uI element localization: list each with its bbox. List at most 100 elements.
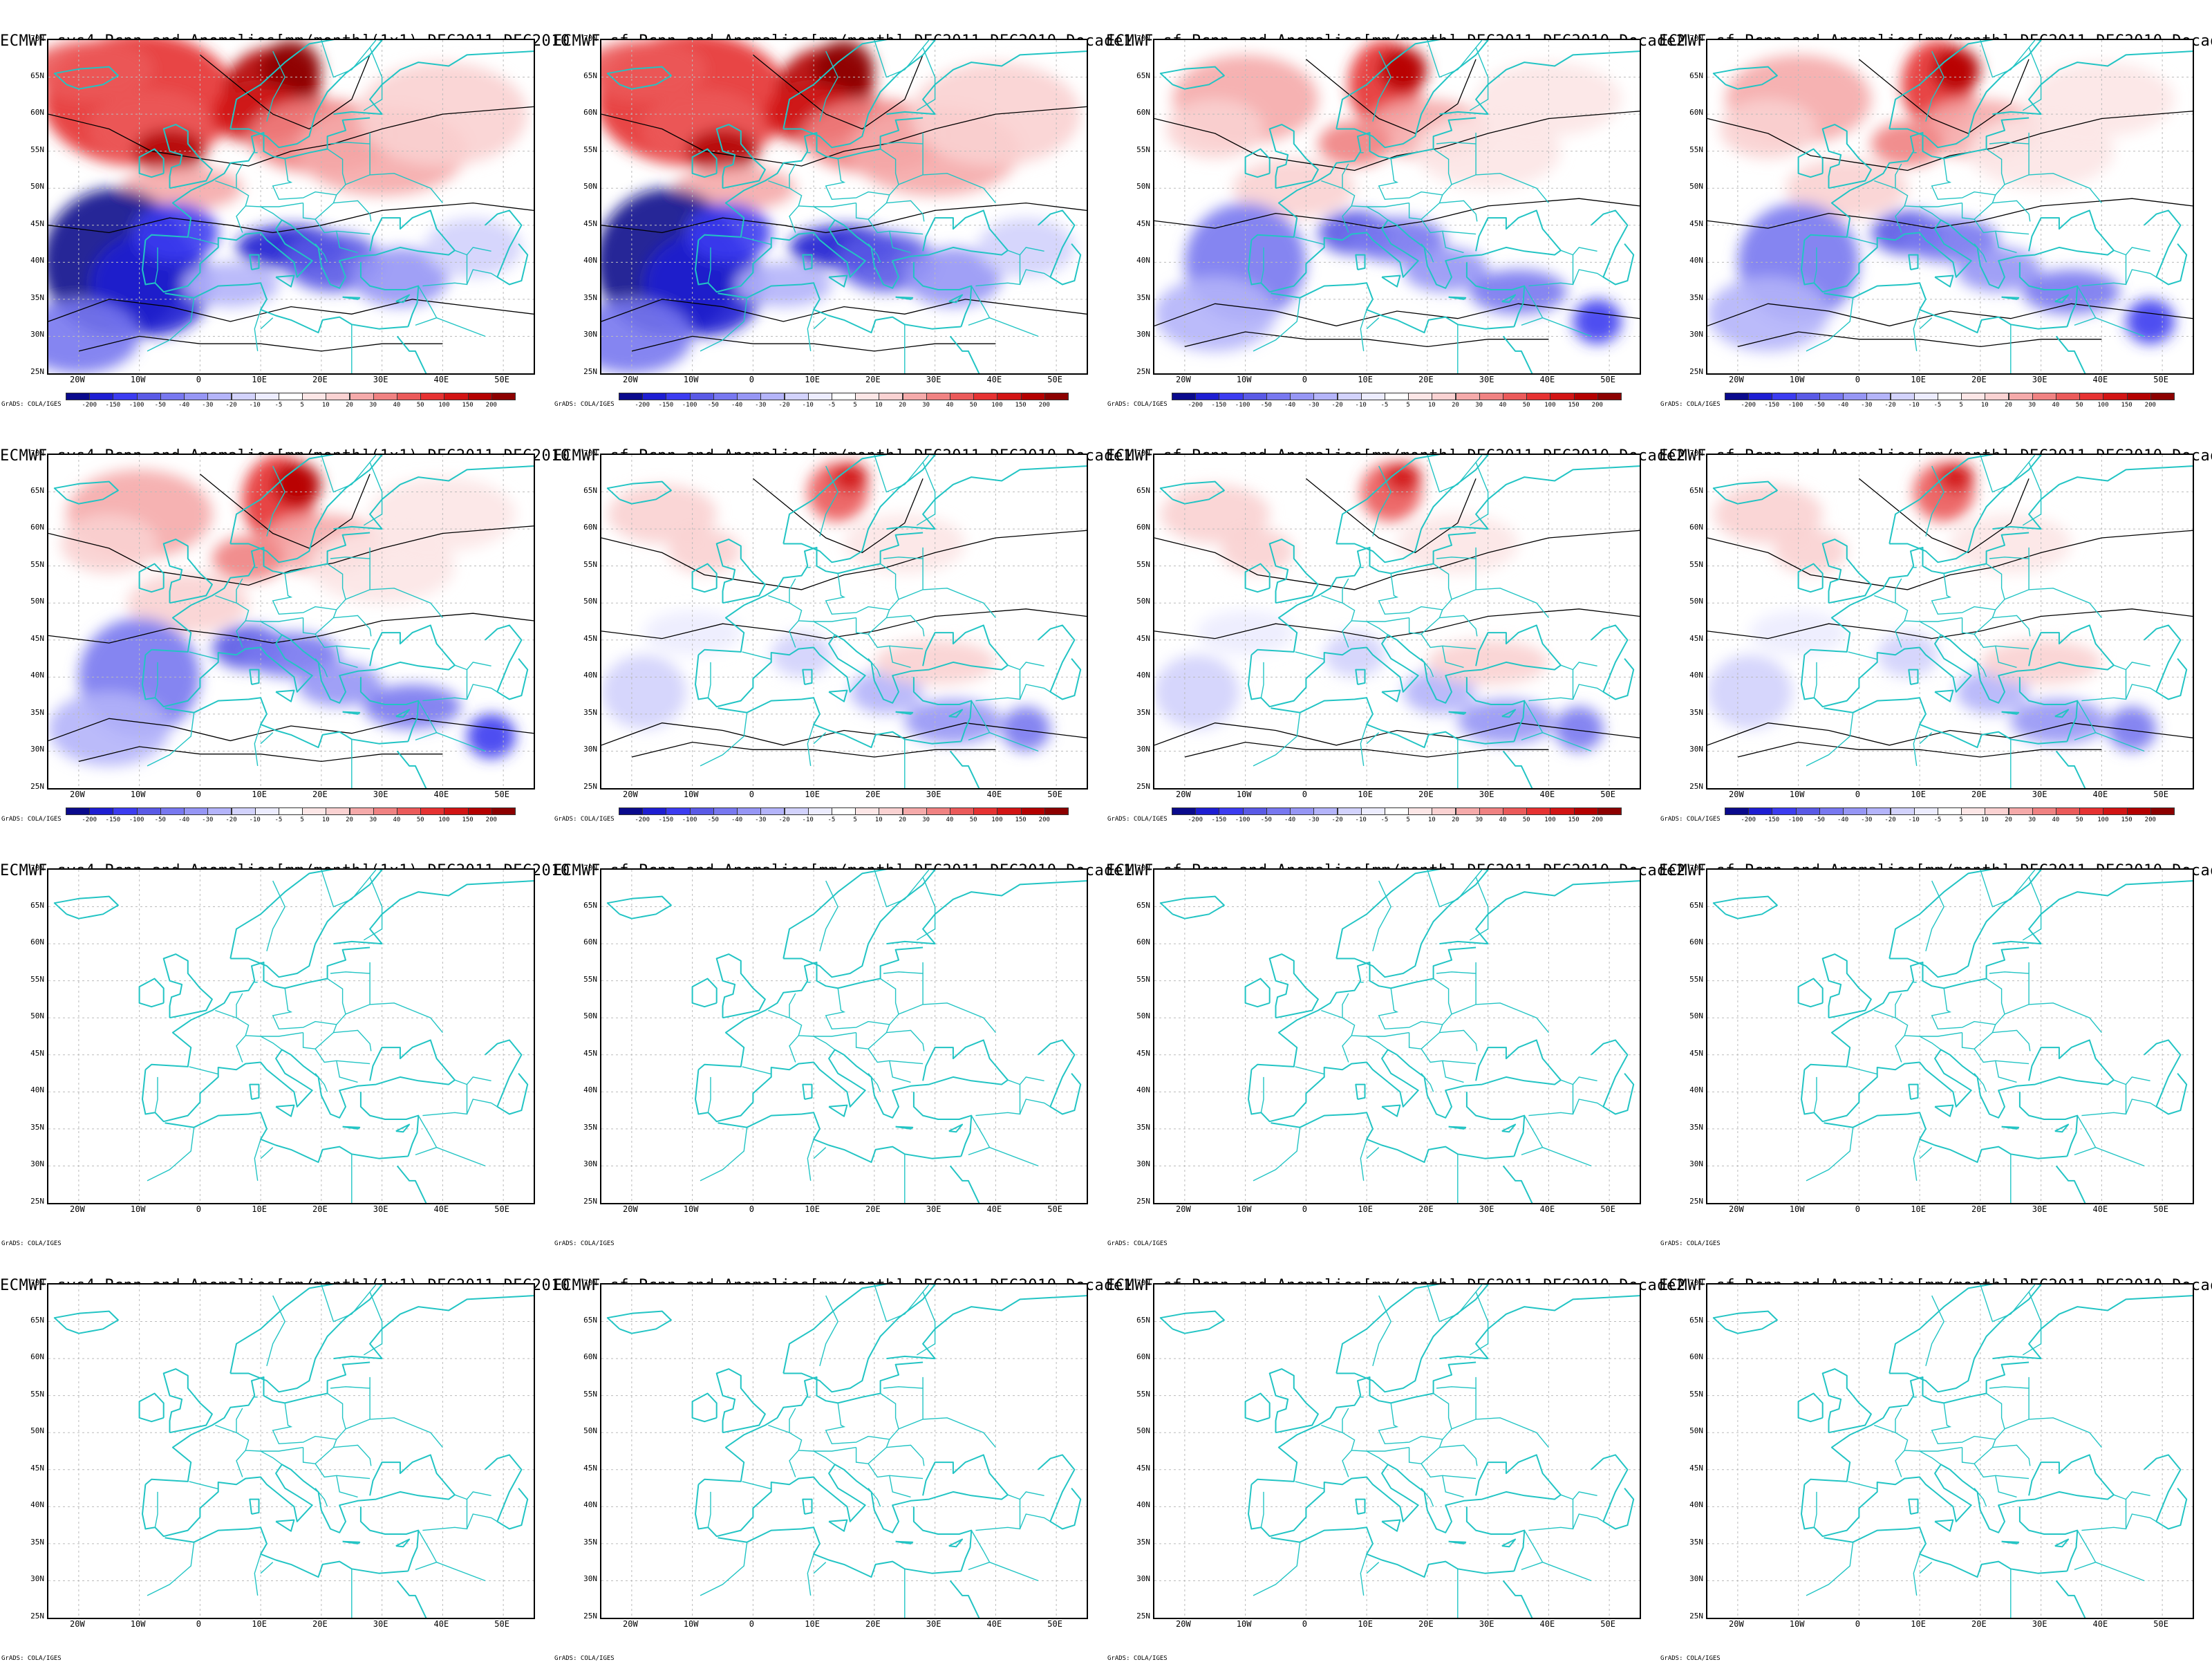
colorbar-swatch [2150, 393, 2175, 400]
colorbar-label: 20 [899, 402, 906, 409]
precip-map [1706, 454, 2194, 790]
lon-tick-label: 50E [494, 1204, 509, 1214]
colorbar-label: -40 [1284, 402, 1296, 409]
lon-tick-label: 10E [1358, 375, 1373, 384]
colorbar-swatch [926, 393, 950, 400]
colorbar-swatch [1219, 393, 1244, 400]
colorbar-swatch [642, 807, 667, 815]
lon-tick-label: 20E [312, 790, 328, 799]
lat-tick-label: 45N [1136, 1048, 1150, 1058]
lat-tick-label: 30N [30, 1159, 44, 1169]
lat-tick-label: 70N [30, 34, 44, 43]
colorbar-label: -150 [105, 402, 121, 409]
colorbar-swatch [278, 807, 303, 815]
colorbar-label: 100 [991, 816, 1003, 823]
lon-tick-label: 20W [623, 790, 638, 799]
colorbar-label: 150 [1568, 816, 1580, 823]
colorbar-swatch [926, 807, 950, 815]
lat-tick-label: 40N [583, 1085, 597, 1095]
colorbar-label: -100 [129, 816, 144, 823]
lat-tick-label: 45N [1689, 1463, 1703, 1473]
lat-tick-label: 55N [583, 144, 597, 154]
colorbar-label: 5 [300, 402, 304, 409]
lat-tick-label: 60N [30, 937, 44, 947]
colorbar-label: 150 [1015, 402, 1027, 409]
colorbar-label: 40 [1499, 402, 1507, 409]
lon-tick-label: 50E [1600, 790, 1615, 799]
grads-credit: GrADS: COLA/IGES [1, 1655, 62, 1662]
lon-tick-label: 40E [986, 790, 1002, 799]
lat-tick-label: 40N [30, 256, 44, 265]
colorbar-label: 10 [874, 816, 883, 823]
graticule [1707, 870, 2193, 1203]
colorbar-label: 10 [1980, 402, 1989, 409]
lat-tick-label: 25N [583, 1197, 597, 1206]
colorbar-label: -10 [802, 816, 814, 823]
lon-tick-label: 0 [749, 1204, 754, 1214]
colorbar-label: -40 [1837, 816, 1849, 823]
lon-tick-label: 20E [1418, 1204, 1434, 1214]
lat-tick-label: 55N [30, 974, 44, 984]
lon-tick-label: 20E [1418, 790, 1434, 799]
lat-tick-label: 50N [1689, 1011, 1703, 1021]
lat-tick-label: 70N [1136, 1278, 1150, 1287]
colorbar-swatch [1772, 807, 1797, 815]
lon-tick-label: 10E [1358, 790, 1373, 799]
colorbar-label: -30 [1861, 402, 1873, 409]
colorbar-swatch [2055, 807, 2081, 815]
colorbar-label: 30 [369, 402, 377, 409]
lat-tick-label: 35N [1689, 1537, 1703, 1547]
colorbar-swatch [1725, 807, 1750, 815]
lat-tick-label: 25N [583, 1612, 597, 1621]
colorbar-label: -200 [82, 816, 97, 823]
colorbar-swatch [2079, 807, 2104, 815]
grads-credit: GrADS: COLA/IGES [554, 401, 615, 408]
colorbar-swatch [689, 393, 714, 400]
colorbar-label: -40 [178, 402, 190, 409]
lat-tick-label: 50N [30, 1426, 44, 1436]
grads-credit: GrADS: COLA/IGES [554, 1655, 615, 1662]
colorbar-swatch [1455, 393, 1480, 400]
lon-tick-label: 0 [1855, 790, 1860, 799]
lon-tick-label: 10W [1236, 1204, 1252, 1214]
colorbar-label: 50 [969, 816, 977, 823]
lat-tick-label: 30N [583, 1159, 597, 1169]
lon-tick-label: 50E [2153, 790, 2168, 799]
coastlines [53, 1285, 534, 1618]
lat-tick-label: 55N [1136, 974, 1150, 984]
colorbar-swatch [855, 393, 880, 400]
lat-tick-label: 40N [30, 1085, 44, 1095]
colorbar-swatch [1044, 807, 1069, 815]
precip-map [600, 39, 1088, 375]
colorbar-label: 50 [1522, 816, 1530, 823]
lat-tick-label: 70N [1689, 863, 1703, 872]
lon-tick-label: 10W [1236, 790, 1252, 799]
grads-credit: GrADS: COLA/IGES [1, 816, 62, 823]
lon-tick-label: 10W [1789, 375, 1805, 384]
colorbar-swatch [1195, 393, 1220, 400]
colorbar-swatch [1242, 393, 1267, 400]
precip-map [1153, 1283, 1641, 1619]
lat-tick-label: 50N [583, 182, 597, 192]
colorbar-swatch [302, 393, 327, 400]
lat-tick-label: 55N [1689, 974, 1703, 984]
lon-tick-label: 0 [1302, 375, 1307, 384]
lat-tick-label: 25N [1689, 1197, 1703, 1206]
lon-tick-label: 0 [1855, 1619, 1860, 1629]
lon-tick-label: 10E [252, 375, 267, 384]
colorbar-label: 100 [2097, 816, 2109, 823]
colorbar-label: 200 [1591, 402, 1603, 409]
lat-tick-label: 55N [583, 1389, 597, 1399]
lat-tick-label: 55N [30, 559, 44, 569]
lat-tick-label: 25N [1136, 1612, 1150, 1621]
lat-tick-label: 50N [30, 1011, 44, 1021]
map-panel: ECMWF_sf Pcpn and Anomalies[mm/month] DE… [1106, 830, 1685, 1248]
colorbar-label: -50 [1260, 816, 1272, 823]
colorbar-swatch [902, 807, 927, 815]
colorbar-swatch [666, 807, 691, 815]
colorbar-label: -20 [1331, 402, 1343, 409]
lat-tick-label: 45N [583, 633, 597, 643]
colorbar-swatch [278, 393, 303, 400]
colorbar-label: -150 [658, 816, 674, 823]
colorbar-label: -50 [154, 402, 166, 409]
